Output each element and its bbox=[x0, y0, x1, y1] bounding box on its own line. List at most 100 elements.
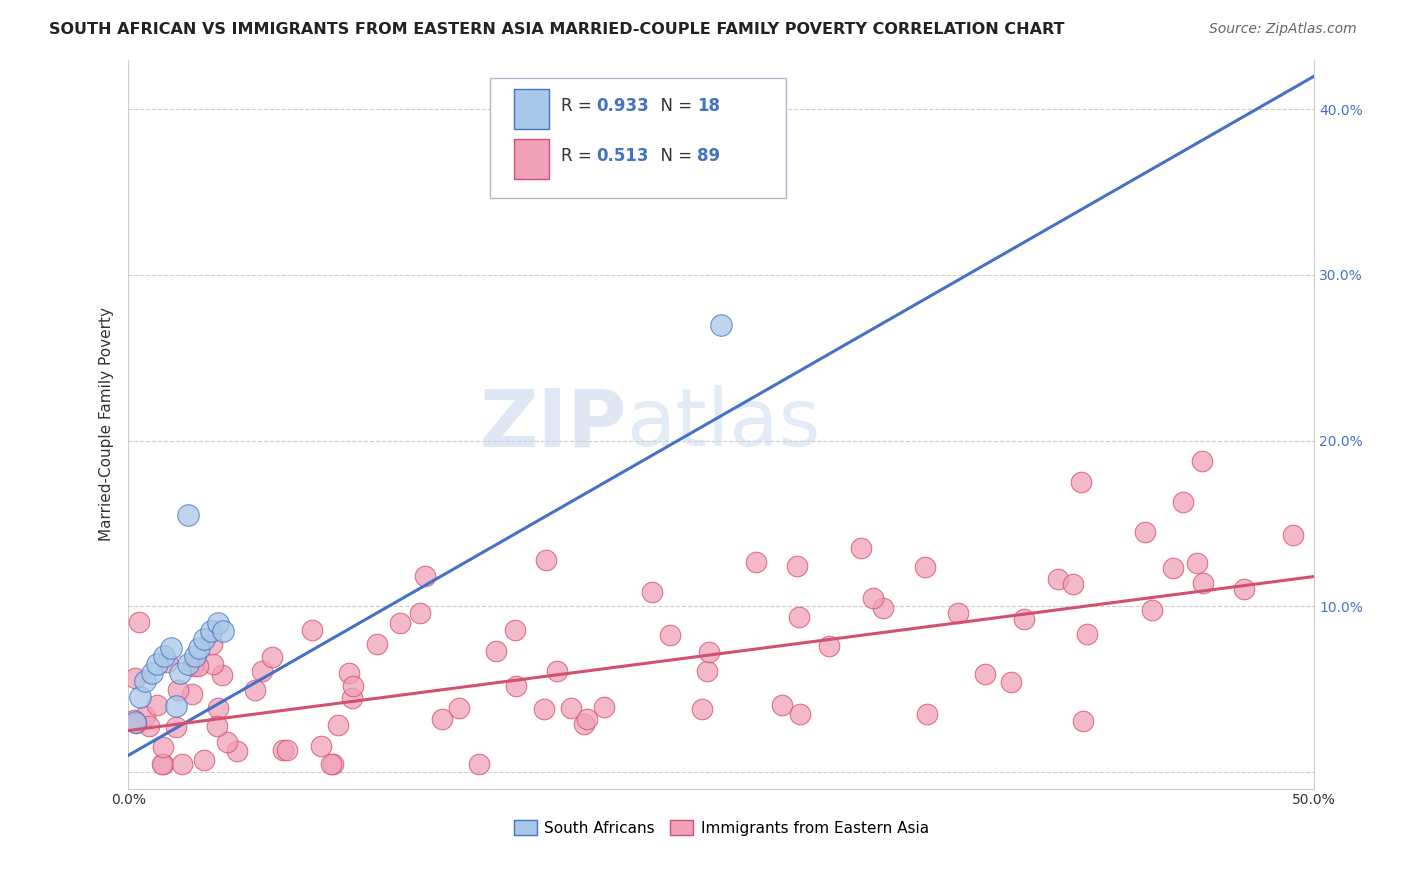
Point bbox=[342, 679, 364, 693]
Point bbox=[658, 627, 681, 641]
Point bbox=[1232, 582, 1254, 596]
Point bbox=[1191, 576, 1213, 591]
Point bbox=[447, 701, 470, 715]
Y-axis label: Married-Couple Family Poverty: Married-Couple Family Poverty bbox=[100, 307, 114, 541]
Point bbox=[817, 639, 839, 653]
Point bbox=[322, 756, 344, 771]
Text: R =: R = bbox=[561, 97, 598, 115]
Point bbox=[250, 664, 273, 678]
Point bbox=[872, 601, 894, 615]
Point bbox=[1047, 572, 1070, 586]
Point bbox=[170, 756, 193, 771]
Point bbox=[576, 712, 599, 726]
Point bbox=[188, 640, 211, 655]
Point bbox=[301, 623, 323, 637]
Point bbox=[212, 624, 235, 639]
Point bbox=[207, 700, 229, 714]
Point bbox=[226, 744, 249, 758]
Point bbox=[187, 659, 209, 673]
Point bbox=[319, 756, 342, 771]
Point bbox=[160, 640, 183, 655]
FancyBboxPatch shape bbox=[513, 139, 550, 179]
Point bbox=[211, 668, 233, 682]
Point bbox=[169, 665, 191, 680]
Text: ZIP: ZIP bbox=[479, 385, 626, 463]
Point bbox=[181, 658, 204, 673]
Point bbox=[193, 632, 215, 647]
Point bbox=[744, 555, 766, 569]
Point bbox=[145, 657, 167, 672]
Point bbox=[217, 735, 239, 749]
Point bbox=[138, 719, 160, 733]
Point bbox=[1140, 602, 1163, 616]
Point bbox=[1062, 577, 1084, 591]
Point bbox=[534, 553, 557, 567]
Point bbox=[946, 606, 969, 620]
Point bbox=[413, 569, 436, 583]
Point bbox=[167, 682, 190, 697]
Point bbox=[560, 700, 582, 714]
Point bbox=[366, 637, 388, 651]
Point bbox=[205, 718, 228, 732]
Point bbox=[328, 718, 350, 732]
Point bbox=[1070, 475, 1092, 489]
Text: N =: N = bbox=[650, 97, 697, 115]
Point bbox=[1173, 495, 1195, 509]
Point bbox=[309, 739, 332, 753]
Point bbox=[262, 649, 284, 664]
Point bbox=[201, 637, 224, 651]
Point bbox=[128, 615, 150, 629]
Text: R =: R = bbox=[561, 146, 598, 165]
Point bbox=[125, 715, 148, 730]
Point bbox=[1282, 528, 1305, 542]
Point bbox=[207, 615, 229, 630]
Text: N =: N = bbox=[650, 146, 697, 165]
Point bbox=[183, 648, 205, 663]
Point bbox=[862, 591, 884, 605]
Point bbox=[485, 644, 508, 658]
Point bbox=[503, 623, 526, 637]
Point bbox=[134, 709, 156, 723]
Point bbox=[388, 615, 411, 630]
Point bbox=[849, 541, 872, 556]
Point bbox=[271, 743, 294, 757]
Point bbox=[134, 673, 156, 688]
Text: 0.933: 0.933 bbox=[596, 97, 650, 115]
Point bbox=[710, 318, 733, 332]
Point bbox=[1071, 714, 1094, 728]
Point bbox=[789, 707, 811, 722]
Point bbox=[129, 690, 152, 705]
Point bbox=[974, 666, 997, 681]
Point bbox=[200, 624, 222, 639]
Text: 18: 18 bbox=[697, 97, 720, 115]
Point bbox=[1191, 453, 1213, 467]
Point bbox=[153, 648, 176, 663]
Point bbox=[505, 679, 527, 693]
Point bbox=[690, 702, 713, 716]
Point bbox=[546, 664, 568, 678]
Point bbox=[152, 756, 174, 771]
Point bbox=[176, 508, 198, 523]
Point bbox=[915, 706, 938, 721]
Point bbox=[122, 713, 145, 727]
Point bbox=[152, 739, 174, 754]
FancyBboxPatch shape bbox=[489, 78, 786, 198]
Point bbox=[150, 756, 173, 771]
Text: 0.513: 0.513 bbox=[596, 146, 650, 165]
Point bbox=[1012, 612, 1035, 626]
Point bbox=[593, 700, 616, 714]
Point bbox=[914, 560, 936, 574]
Point bbox=[1133, 525, 1156, 540]
Point bbox=[1161, 560, 1184, 574]
Point bbox=[430, 713, 453, 727]
Point bbox=[165, 698, 187, 713]
Point bbox=[786, 558, 808, 573]
Point bbox=[696, 665, 718, 679]
Point bbox=[276, 743, 298, 757]
Point bbox=[1185, 557, 1208, 571]
Point bbox=[165, 720, 187, 734]
Point bbox=[1000, 674, 1022, 689]
Text: Source: ZipAtlas.com: Source: ZipAtlas.com bbox=[1209, 22, 1357, 37]
Point bbox=[124, 671, 146, 685]
Point bbox=[1076, 627, 1098, 641]
